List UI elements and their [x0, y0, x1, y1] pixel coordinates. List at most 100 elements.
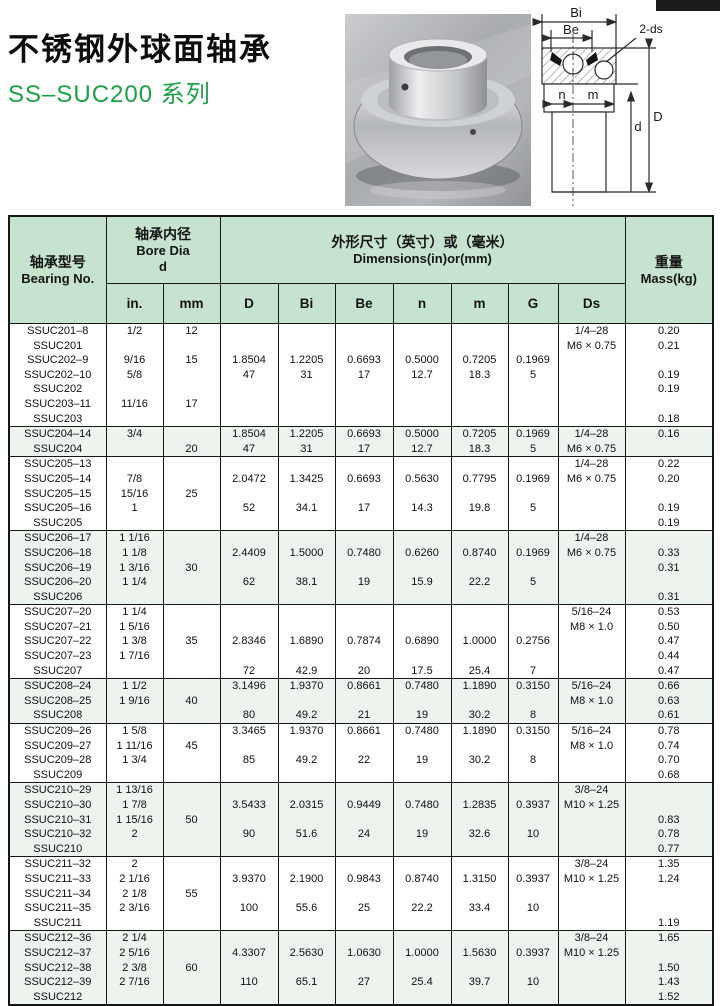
bore-mm-cell: 30 — [162, 530, 221, 606]
dim-label-n: n — [558, 87, 565, 102]
corner-mark — [656, 0, 720, 11]
dim-Ds-cell: 5/16–24 M8 × 1.0 — [557, 604, 626, 680]
dim-m-cell: 1.1890 30.2 — [450, 678, 509, 725]
spec-group-row: SSUC205–13 SSUC205–14 SSUC205–15 SSUC205–16… — [8, 456, 714, 532]
bore-header-symbol: d — [159, 258, 167, 274]
dim-G-cell: 0.3937 10 — [507, 930, 559, 1006]
dim-label-m: m — [588, 87, 599, 102]
page-title: 不锈钢外球面轴承 — [8, 32, 272, 67]
dim-Ds-cell: 1/4–28 M6 × 0.75 — [557, 530, 626, 606]
dim-Bi-cell: 2.5630 65.1 — [277, 930, 336, 1006]
dim-D-cell: 3.1496 80 — [219, 678, 279, 725]
bearing-diagram-art: Bi Be 2-ds n m d D — [532, 5, 663, 206]
col-header-n: n — [392, 283, 452, 324]
bore-in-cell: 1 1/4 1 5/16 1 3/8 1 7/16 — [105, 604, 164, 680]
col-header-m: m — [450, 283, 509, 324]
bore-in-cell: 1 13/16 1 7/8 1 15/16 2 — [105, 782, 164, 858]
bore-in-cell: 1 1/2 1 9/16 — [105, 678, 164, 725]
bore-in-cell: 3/4 — [105, 426, 164, 458]
dim-G-cell: 0.3937 10 — [507, 782, 559, 858]
mass-cell: 0.66 0.63 0.61 — [624, 678, 714, 725]
dim-n-cell: 0.6890 17.5 — [392, 604, 452, 680]
col-header-G: G — [507, 283, 559, 324]
dim-n-cell: 0.5000 12.7 — [392, 322, 452, 428]
dim-Bi-cell: 1.6890 42.9 — [277, 604, 336, 680]
dim-m-cell: 1.0000 25.4 — [450, 604, 509, 680]
dim-G-cell: 0.1969 5 — [507, 456, 559, 532]
dim-Ds-cell: 1/4–28 M6 × 0.75 — [557, 322, 626, 428]
bearing-photo — [345, 14, 531, 206]
dim-D-cell: 1.8504 47 — [219, 322, 279, 428]
dim-n-cell: 0.7480 19 — [392, 782, 452, 858]
dim-m-cell: 0.8740 22.2 — [450, 530, 509, 606]
dim-m-cell: 0.7205 18.3 — [450, 426, 509, 458]
mass-cell: 0.22 0.20 0.19 0.19 — [624, 456, 714, 532]
dim-Ds-cell: 1/4–28 M6 × 0.75 — [557, 456, 626, 532]
dim-m-cell: 0.7795 19.8 — [450, 456, 509, 532]
dims-header-cn: 外形尺寸（英寸）或（毫米） — [331, 233, 514, 250]
spec-group-row: SSUC209–26 SSUC209–27 SSUC209–28 SSUC209 1 5… — [8, 723, 714, 784]
dim-Be-cell: 0.6693 17 — [334, 426, 394, 458]
mass-header-cn: 重量 — [654, 253, 683, 270]
dim-D-cell: 2.4409 62 — [219, 530, 279, 606]
bearing-no-cell: SSUC212–36 SSUC212–37 SSUC212–38 SSUC212–39… — [8, 930, 107, 1006]
dim-D-cell: 4.3307 110 — [219, 930, 279, 1006]
spec-group-row: SSUC207–20 SSUC207–21 SSUC207–22 SSUC207–23… — [8, 604, 714, 680]
dim-Be-cell: 0.9449 24 — [334, 782, 394, 858]
series-subtitle: SS–SUC200 系列 — [8, 81, 211, 108]
dim-Bi-cell: 1.5000 38.1 — [277, 530, 336, 606]
col-header-Ds: Ds — [557, 283, 626, 324]
dim-m-cell: 0.7205 18.3 — [450, 322, 509, 428]
dim-Be-cell: 0.6693 17 — [334, 456, 394, 532]
bore-mm-cell: 45 — [162, 723, 221, 784]
mass-cell: 0.83 0.78 0.77 — [624, 782, 714, 858]
mass-cell: 0.33 0.31 0.31 — [624, 530, 714, 606]
mass-cell: 0.53 0.50 0.47 0.44 0.47 — [624, 604, 714, 680]
bore-mm-cell: 12 15 17 — [162, 322, 221, 428]
dim-Ds-cell: 3/8–24 M10 × 1.25 — [557, 856, 626, 932]
bore-header-en: Bore Dia — [136, 242, 190, 258]
bearing-no-cell: SSUC205–13 SSUC205–14 SSUC205–15 SSUC205–16… — [8, 456, 107, 532]
dim-G-cell: 0.2756 7 — [507, 604, 559, 680]
dim-Be-cell: 1.0630 27 — [334, 930, 394, 1006]
col-header-mass: 重量 Mass(kg) — [624, 215, 714, 324]
dim-Be-cell: 0.7480 19 — [334, 530, 394, 606]
dim-n-cell: 0.8740 22.2 — [392, 856, 452, 932]
dim-n-cell: 0.7480 19 — [392, 678, 452, 725]
bearing-no-cell: SSUC206–17 SSUC206–18 SSUC206–19 SSUC206–20… — [8, 530, 107, 606]
bore-in-cell: 1 1/16 1 1/8 1 3/16 1 1/4 — [105, 530, 164, 606]
dim-label-be: Be — [563, 22, 579, 37]
dim-m-cell: 1.3150 33.4 — [450, 856, 509, 932]
dim-label-2ds: 2-ds — [639, 22, 662, 36]
bearing-no-cell: SSUC208–24 SSUC208–25 SSUC208 — [8, 678, 107, 725]
bearing-no-header-cn: 轴承型号 — [29, 253, 86, 270]
dim-Bi-cell: 1.9370 49.2 — [277, 723, 336, 784]
bore-in-cell: 7/8 15/16 1 — [105, 456, 164, 532]
col-header-bore-dia: 轴承内径 Bore Dia d — [105, 215, 221, 284]
dim-n-cell: 0.5000 12.7 — [392, 426, 452, 458]
dim-m-cell: 1.2835 32.6 — [450, 782, 509, 858]
bore-mm-cell: 20 — [162, 426, 221, 458]
dim-n-cell: 0.6260 15.9 — [392, 530, 452, 606]
dim-Be-cell: 0.8661 21 — [334, 678, 394, 725]
dim-Ds-cell: 5/16–24 M8 × 1.0 — [557, 723, 626, 784]
dim-n-cell: 0.5630 14.3 — [392, 456, 452, 532]
bearing-photo-art — [345, 14, 531, 206]
dim-Ds-cell: 1/4–28 M6 × 0.75 — [557, 426, 626, 458]
bore-mm-cell: 50 — [162, 782, 221, 858]
bearing-no-header-en: Bearing No. — [21, 270, 95, 286]
dim-D-cell: 3.3465 85 — [219, 723, 279, 784]
dim-n-cell: 1.0000 25.4 — [392, 930, 452, 1006]
bearing-no-cell: SSUC211–32 SSUC211–33 SSUC211–34 SSUC211–35… — [8, 856, 107, 932]
dim-Be-cell: 0.6693 17 — [334, 322, 394, 428]
bearing-no-cell: SSUC201–8 SSUC201 SSUC202–9 SSUC202–10 SSUC2… — [8, 322, 107, 428]
bore-in-cell: 1/2 9/16 5/8 11/16 — [105, 322, 164, 428]
dim-n-cell: 0.7480 19 — [392, 723, 452, 784]
dim-Bi-cell: 1.2205 31 — [277, 322, 336, 428]
dim-Ds-cell: 3/8–24 M10 × 1.25 — [557, 930, 626, 1006]
col-header-mm: mm — [162, 283, 221, 324]
bearing-diagram: Bi Be 2-ds n m d D — [516, 0, 720, 210]
col-header-bearing-no: 轴承型号 Bearing No. — [8, 215, 107, 324]
dim-Bi-cell: 2.1900 55.6 — [277, 856, 336, 932]
